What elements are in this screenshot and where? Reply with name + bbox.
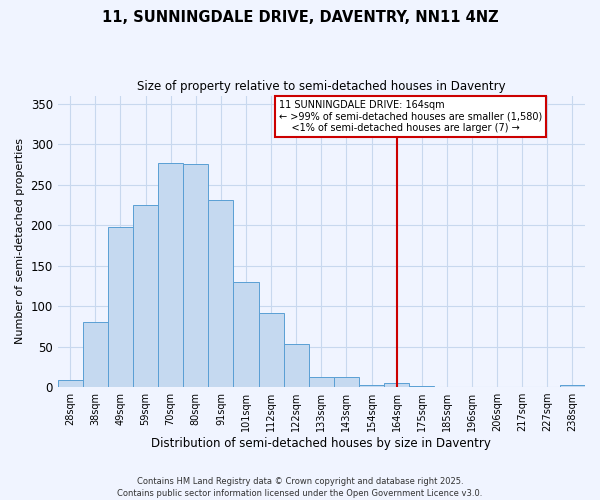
Bar — [259, 312, 284, 387]
Bar — [284, 344, 309, 387]
Bar — [108, 226, 133, 387]
Bar — [359, 384, 384, 387]
Bar — [183, 164, 208, 387]
Bar — [560, 386, 585, 387]
Bar — [334, 376, 359, 387]
Y-axis label: Number of semi-detached properties: Number of semi-detached properties — [15, 138, 25, 344]
Bar — [83, 322, 108, 387]
Bar — [133, 205, 158, 387]
Bar — [309, 376, 334, 387]
Bar — [58, 380, 83, 387]
Text: Contains HM Land Registry data © Crown copyright and database right 2025.
Contai: Contains HM Land Registry data © Crown c… — [118, 476, 482, 498]
Text: 11, SUNNINGDALE DRIVE, DAVENTRY, NN11 4NZ: 11, SUNNINGDALE DRIVE, DAVENTRY, NN11 4N… — [101, 10, 499, 25]
Bar — [384, 383, 409, 387]
X-axis label: Distribution of semi-detached houses by size in Daventry: Distribution of semi-detached houses by … — [151, 437, 491, 450]
Bar — [208, 200, 233, 387]
Bar — [233, 282, 259, 387]
Bar — [158, 163, 183, 387]
Text: 11 SUNNINGDALE DRIVE: 164sqm
← >99% of semi-detached houses are smaller (1,580)
: 11 SUNNINGDALE DRIVE: 164sqm ← >99% of s… — [279, 100, 542, 133]
Bar — [409, 386, 434, 387]
Title: Size of property relative to semi-detached houses in Daventry: Size of property relative to semi-detach… — [137, 80, 506, 93]
